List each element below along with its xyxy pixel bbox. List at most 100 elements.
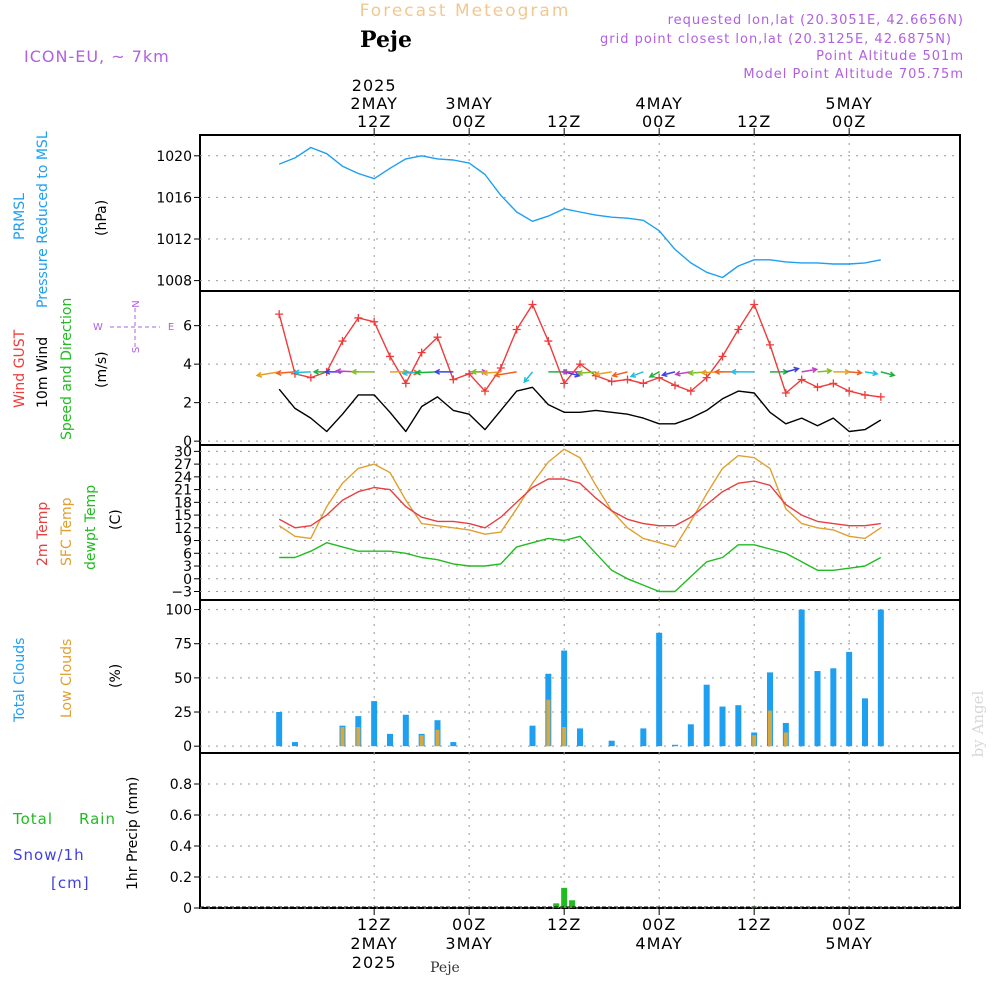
low-clouds-bar xyxy=(783,732,788,747)
clouds-label-low: Low Clouds xyxy=(59,639,75,718)
pressure-unit: (hPa) xyxy=(94,200,110,236)
wind-gust-point xyxy=(734,325,743,334)
x-tick-label-bottom: 2MAY xyxy=(350,934,397,953)
y-tick-label: 100 xyxy=(165,603,192,619)
wind-gust-point xyxy=(481,387,489,396)
wind-gust-point xyxy=(354,313,363,322)
precip-bar xyxy=(569,900,576,908)
wind-direction-arrow xyxy=(350,368,375,375)
y-tick-label: 4 xyxy=(183,357,192,373)
total-clouds-bar xyxy=(672,744,678,747)
wind-direction-arrow xyxy=(493,371,517,378)
low-clouds-bar xyxy=(546,699,551,747)
total-clouds-bar xyxy=(703,684,710,747)
total-clouds-bar xyxy=(814,671,821,747)
wind-gust-point xyxy=(433,333,442,342)
precip-bar xyxy=(561,887,568,908)
low-clouds-bar xyxy=(435,729,440,747)
wind-gust-point xyxy=(829,379,838,388)
wind-direction-arrow xyxy=(433,368,454,375)
model-point-altitude: Model Point Altitude 705.75m xyxy=(743,67,964,82)
model-label: ICON-EU, ~ 7km xyxy=(24,47,170,66)
wind-gust-point xyxy=(797,375,806,384)
x-tick-label-top: 5MAY xyxy=(825,94,872,113)
x-tick-label-top: 4MAY xyxy=(635,94,682,113)
wind-label-speed-dir: Speed and Direction xyxy=(59,298,75,440)
x-tick-label-top: 3MAY xyxy=(445,94,492,113)
pressure-label-prmsl: PRMSL xyxy=(12,193,28,240)
wind-gust-point xyxy=(671,381,679,390)
y-tick-label: 0.2 xyxy=(170,870,192,886)
total-clouds-bar xyxy=(450,742,457,747)
wind-gust-point xyxy=(370,317,379,326)
compass-rose-icon: N S W E xyxy=(93,300,174,353)
wind-direction-arrow xyxy=(611,371,628,378)
wind-label-gust: Wind GUST xyxy=(12,329,28,408)
clouds-unit: (%) xyxy=(108,664,124,688)
wind-gust-point xyxy=(528,300,537,309)
y-tick-label: 12 xyxy=(174,521,192,537)
wind-gust-point xyxy=(876,392,885,401)
total-clouds-bar xyxy=(830,668,837,747)
footer-location: Peje xyxy=(430,960,460,976)
wind-gust-line xyxy=(278,303,881,398)
wind-direction-arrow xyxy=(629,371,644,378)
y-tick-label: 1008 xyxy=(156,274,192,290)
wind-gust-point xyxy=(781,389,790,398)
wind-direction-arrow xyxy=(593,370,612,377)
x-tick-label-bottom: 12Z xyxy=(737,915,771,934)
total-clouds-bar xyxy=(577,728,583,747)
y-tick-label: 6 xyxy=(183,546,192,562)
wind-gust-point xyxy=(560,379,569,388)
x-tick-label-bottom: 12Z xyxy=(357,915,391,934)
y-tick-label: 2 xyxy=(183,396,192,412)
y-tick-label: 1012 xyxy=(156,232,192,248)
y-tick-label: 0 xyxy=(183,901,192,917)
y-tick-label: −3 xyxy=(171,585,192,601)
wind-gust-point xyxy=(686,387,695,396)
y-tick-label: 0 xyxy=(183,739,192,755)
x-tick-label-top: 00Z xyxy=(832,112,866,131)
precip-label-total: Total xyxy=(12,810,53,828)
clouds-label-total: Total Clouds xyxy=(12,638,28,723)
watermark: by Angel xyxy=(969,690,987,757)
total-clouds-bar xyxy=(387,733,393,747)
low-clouds-bar xyxy=(419,735,424,747)
y-tick-label: 0.8 xyxy=(170,777,192,793)
wind-gust-point xyxy=(702,373,711,382)
wind-gust-point xyxy=(861,390,869,399)
x-tick-label-bottom: 12Z xyxy=(547,915,581,934)
y-tick-label: 0.6 xyxy=(170,808,192,824)
temp-2m-line xyxy=(278,478,881,529)
wind-gust-point xyxy=(655,373,664,382)
x-tick-label-bottom: 00Z xyxy=(832,915,866,934)
wind-gust-point xyxy=(401,379,410,388)
point-altitude: Point Altitude 501m xyxy=(816,49,964,64)
y-tick-label: 30 xyxy=(174,444,192,460)
temp-unit: (C) xyxy=(108,509,124,530)
panel-frames xyxy=(199,134,961,909)
wind-direction-arrow xyxy=(833,368,851,375)
x-tick-label-top: 2025 xyxy=(352,76,397,95)
wind-direction-arrow xyxy=(293,369,311,376)
wind-direction-arrow xyxy=(801,367,819,374)
x-tick-label-top: 12Z xyxy=(737,112,771,131)
temp-label-2m: 2m Temp xyxy=(35,502,51,566)
total-clouds-bar xyxy=(402,714,409,747)
x-tick-label-bottom: 5MAY xyxy=(825,934,872,953)
wind-gust-point xyxy=(306,373,315,382)
wind-gust-point xyxy=(275,310,284,319)
y-tick-label: 18 xyxy=(174,495,192,511)
wind-direction-arrow xyxy=(414,369,438,376)
y-tick-label: 0.4 xyxy=(170,839,192,855)
total-clouds-bar xyxy=(561,650,568,747)
x-tick-label-top: 00Z xyxy=(642,112,676,131)
pressure-label-msl: Pressure Reduced to MSL xyxy=(35,131,51,308)
compass-east: E xyxy=(168,322,174,333)
precip-label-rain: Rain xyxy=(79,810,116,828)
wind-unit: (m/s) xyxy=(94,351,110,388)
wind-gust-point xyxy=(512,325,521,334)
x-tick-label-top: 00Z xyxy=(452,112,486,131)
wind-gust-point xyxy=(623,375,632,384)
y-tick-label: 25 xyxy=(174,705,192,721)
